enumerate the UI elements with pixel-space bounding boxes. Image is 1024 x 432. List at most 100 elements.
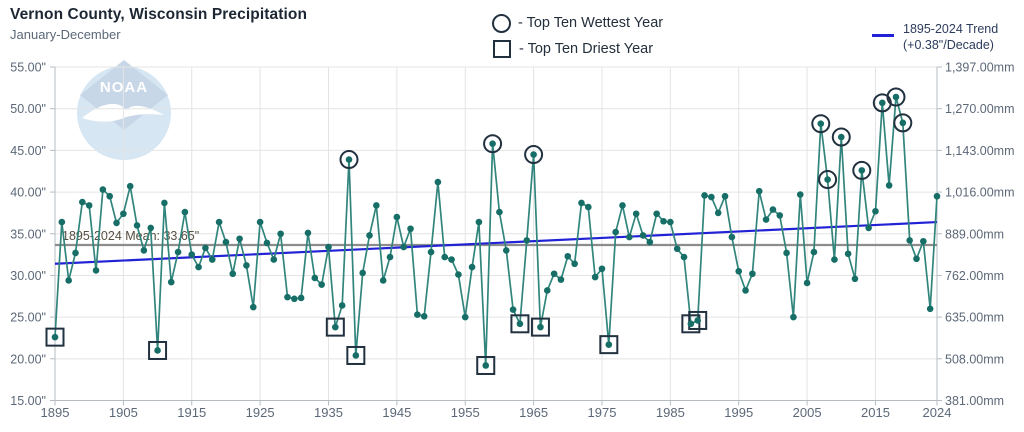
data-point[interactable] (99, 186, 107, 193)
data-point[interactable] (742, 287, 749, 294)
data-point[interactable] (222, 238, 230, 246)
data-point[interactable] (851, 275, 859, 283)
data-point[interactable] (489, 140, 496, 148)
data-point[interactable] (735, 267, 743, 275)
data-point[interactable] (831, 256, 838, 263)
data-point[interactable] (58, 218, 66, 226)
data-point[interactable] (229, 270, 237, 278)
data-point[interactable] (796, 191, 804, 198)
data-point[interactable] (140, 247, 148, 254)
data-point[interactable] (311, 274, 319, 282)
data-point[interactable] (701, 192, 708, 199)
data-point[interactable] (824, 176, 831, 183)
data-point[interactable] (366, 232, 373, 239)
data-point[interactable] (345, 156, 353, 163)
data-point[interactable] (475, 218, 483, 226)
data-point[interactable] (256, 218, 264, 226)
data-point[interactable] (920, 237, 927, 245)
data-point[interactable] (926, 305, 934, 313)
data-point[interactable] (85, 202, 93, 209)
data-point[interactable] (120, 210, 127, 218)
data-point[interactable] (906, 237, 913, 244)
data-point[interactable] (585, 203, 592, 211)
data-point[interactable] (482, 362, 490, 369)
data-point[interactable] (263, 239, 271, 247)
data-point[interactable] (133, 222, 141, 229)
data-point[interactable] (304, 229, 312, 237)
data-point[interactable] (318, 281, 325, 288)
data-point[interactable] (639, 232, 647, 239)
data-point[interactable] (359, 269, 366, 277)
data-point[interactable] (591, 273, 599, 281)
data-point[interactable] (667, 218, 674, 226)
data-point[interactable] (523, 237, 531, 244)
data-point[interactable] (769, 206, 777, 213)
data-point[interactable] (414, 311, 421, 318)
data-point[interactable] (755, 187, 763, 195)
data-point[interactable] (728, 233, 736, 241)
data-point[interactable] (803, 279, 811, 287)
data-point[interactable] (393, 213, 401, 221)
data-point[interactable] (407, 225, 414, 233)
data-point[interactable] (673, 245, 681, 253)
data-point[interactable] (181, 208, 189, 216)
data-point[interactable] (291, 295, 298, 303)
data-point[interactable] (277, 230, 284, 238)
data-point[interactable] (243, 262, 250, 269)
data-point[interactable] (858, 167, 866, 174)
data-point[interactable] (708, 193, 715, 201)
data-point[interactable] (543, 287, 551, 294)
data-point[interactable] (632, 210, 640, 218)
data-point[interactable] (379, 277, 387, 284)
data-point[interactable] (694, 317, 701, 324)
data-point[interactable] (65, 277, 72, 284)
data-point[interactable] (325, 243, 332, 251)
data-point[interactable] (714, 209, 722, 217)
data-point[interactable] (783, 249, 790, 257)
data-point[interactable] (434, 178, 442, 186)
data-point[interactable] (284, 293, 291, 301)
data-point[interactable] (72, 249, 79, 257)
data-point[interactable] (619, 202, 626, 209)
data-point[interactable] (461, 313, 469, 321)
data-point[interactable] (154, 347, 161, 354)
data-point[interactable] (215, 218, 223, 226)
data-point[interactable] (509, 306, 517, 313)
data-point[interactable] (626, 233, 633, 241)
data-point[interactable] (174, 248, 182, 256)
data-point[interactable] (817, 120, 825, 127)
data-point[interactable] (373, 202, 380, 209)
data-point[interactable] (352, 352, 360, 359)
data-point[interactable] (537, 323, 544, 331)
data-point[interactable] (605, 341, 613, 348)
data-point[interactable] (612, 228, 619, 236)
data-point[interactable] (167, 278, 175, 286)
data-point[interactable] (762, 216, 770, 223)
data-point[interactable] (188, 251, 196, 258)
data-point[interactable] (420, 312, 428, 320)
data-point[interactable] (913, 255, 920, 263)
data-point[interactable] (530, 151, 537, 158)
data-point[interactable] (660, 217, 667, 225)
data-point[interactable] (872, 207, 879, 215)
data-point[interactable] (106, 192, 113, 200)
data-point[interactable] (749, 270, 756, 278)
data-point[interactable] (502, 247, 510, 254)
data-point[interactable] (810, 248, 818, 256)
data-point[interactable] (202, 244, 209, 252)
data-point[interactable] (427, 248, 435, 256)
data-point[interactable] (161, 199, 168, 207)
data-point[interactable] (550, 270, 558, 278)
data-point[interactable] (208, 256, 216, 263)
data-point[interactable] (885, 182, 893, 189)
data-point[interactable] (51, 333, 59, 341)
data-point[interactable] (578, 199, 585, 207)
data-point[interactable] (297, 294, 305, 302)
data-point[interactable] (92, 267, 100, 274)
data-point[interactable] (455, 271, 462, 278)
data-point[interactable] (865, 224, 872, 232)
data-point[interactable] (721, 192, 729, 200)
data-point[interactable] (147, 224, 155, 232)
data-point[interactable] (933, 192, 941, 200)
data-point[interactable] (400, 243, 407, 251)
